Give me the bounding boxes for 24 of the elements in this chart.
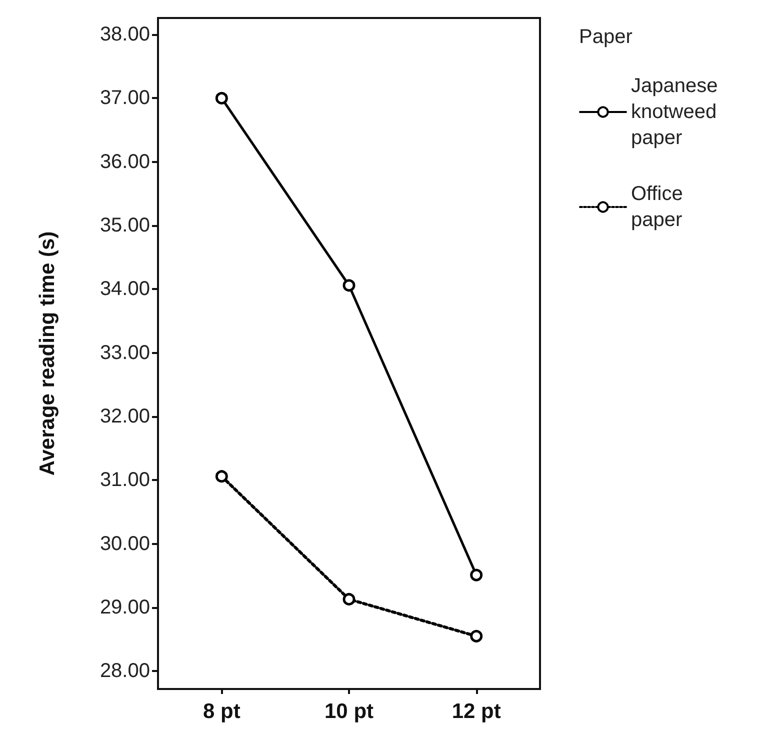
legend-title: Paper <box>579 26 633 48</box>
y-tick-label: 30.00 <box>100 532 150 555</box>
point <box>215 470 228 483</box>
x-tick-label: 12 pt <box>452 700 501 723</box>
y-axis-title: Average reading time (s) <box>36 231 59 476</box>
point <box>470 568 483 582</box>
point <box>470 630 483 642</box>
legend-label: Japanese knotweed paper <box>631 75 724 149</box>
legend-label: Office paper <box>631 183 688 231</box>
y-tick-label: 35.00 <box>100 214 150 237</box>
y-tick-label: 29.00 <box>100 596 150 619</box>
point <box>215 92 228 104</box>
y-tick-label: 33.00 <box>100 342 150 364</box>
point <box>342 279 356 292</box>
x-tick-label: 10 pt <box>324 700 374 723</box>
y-tick-label: 36.00 <box>100 150 150 173</box>
y-tick-label: 28.00 <box>100 660 150 682</box>
y-tick-label: 32.00 <box>100 406 150 428</box>
x-tick-label: 8 pt <box>202 700 240 723</box>
y-tick-label: 31.00 <box>100 469 150 492</box>
point <box>342 592 356 606</box>
y-tick-label: 38.00 <box>100 24 150 46</box>
y-tick-label: 37.00 <box>100 87 150 110</box>
y-tick-label: 34.00 <box>100 278 150 300</box>
